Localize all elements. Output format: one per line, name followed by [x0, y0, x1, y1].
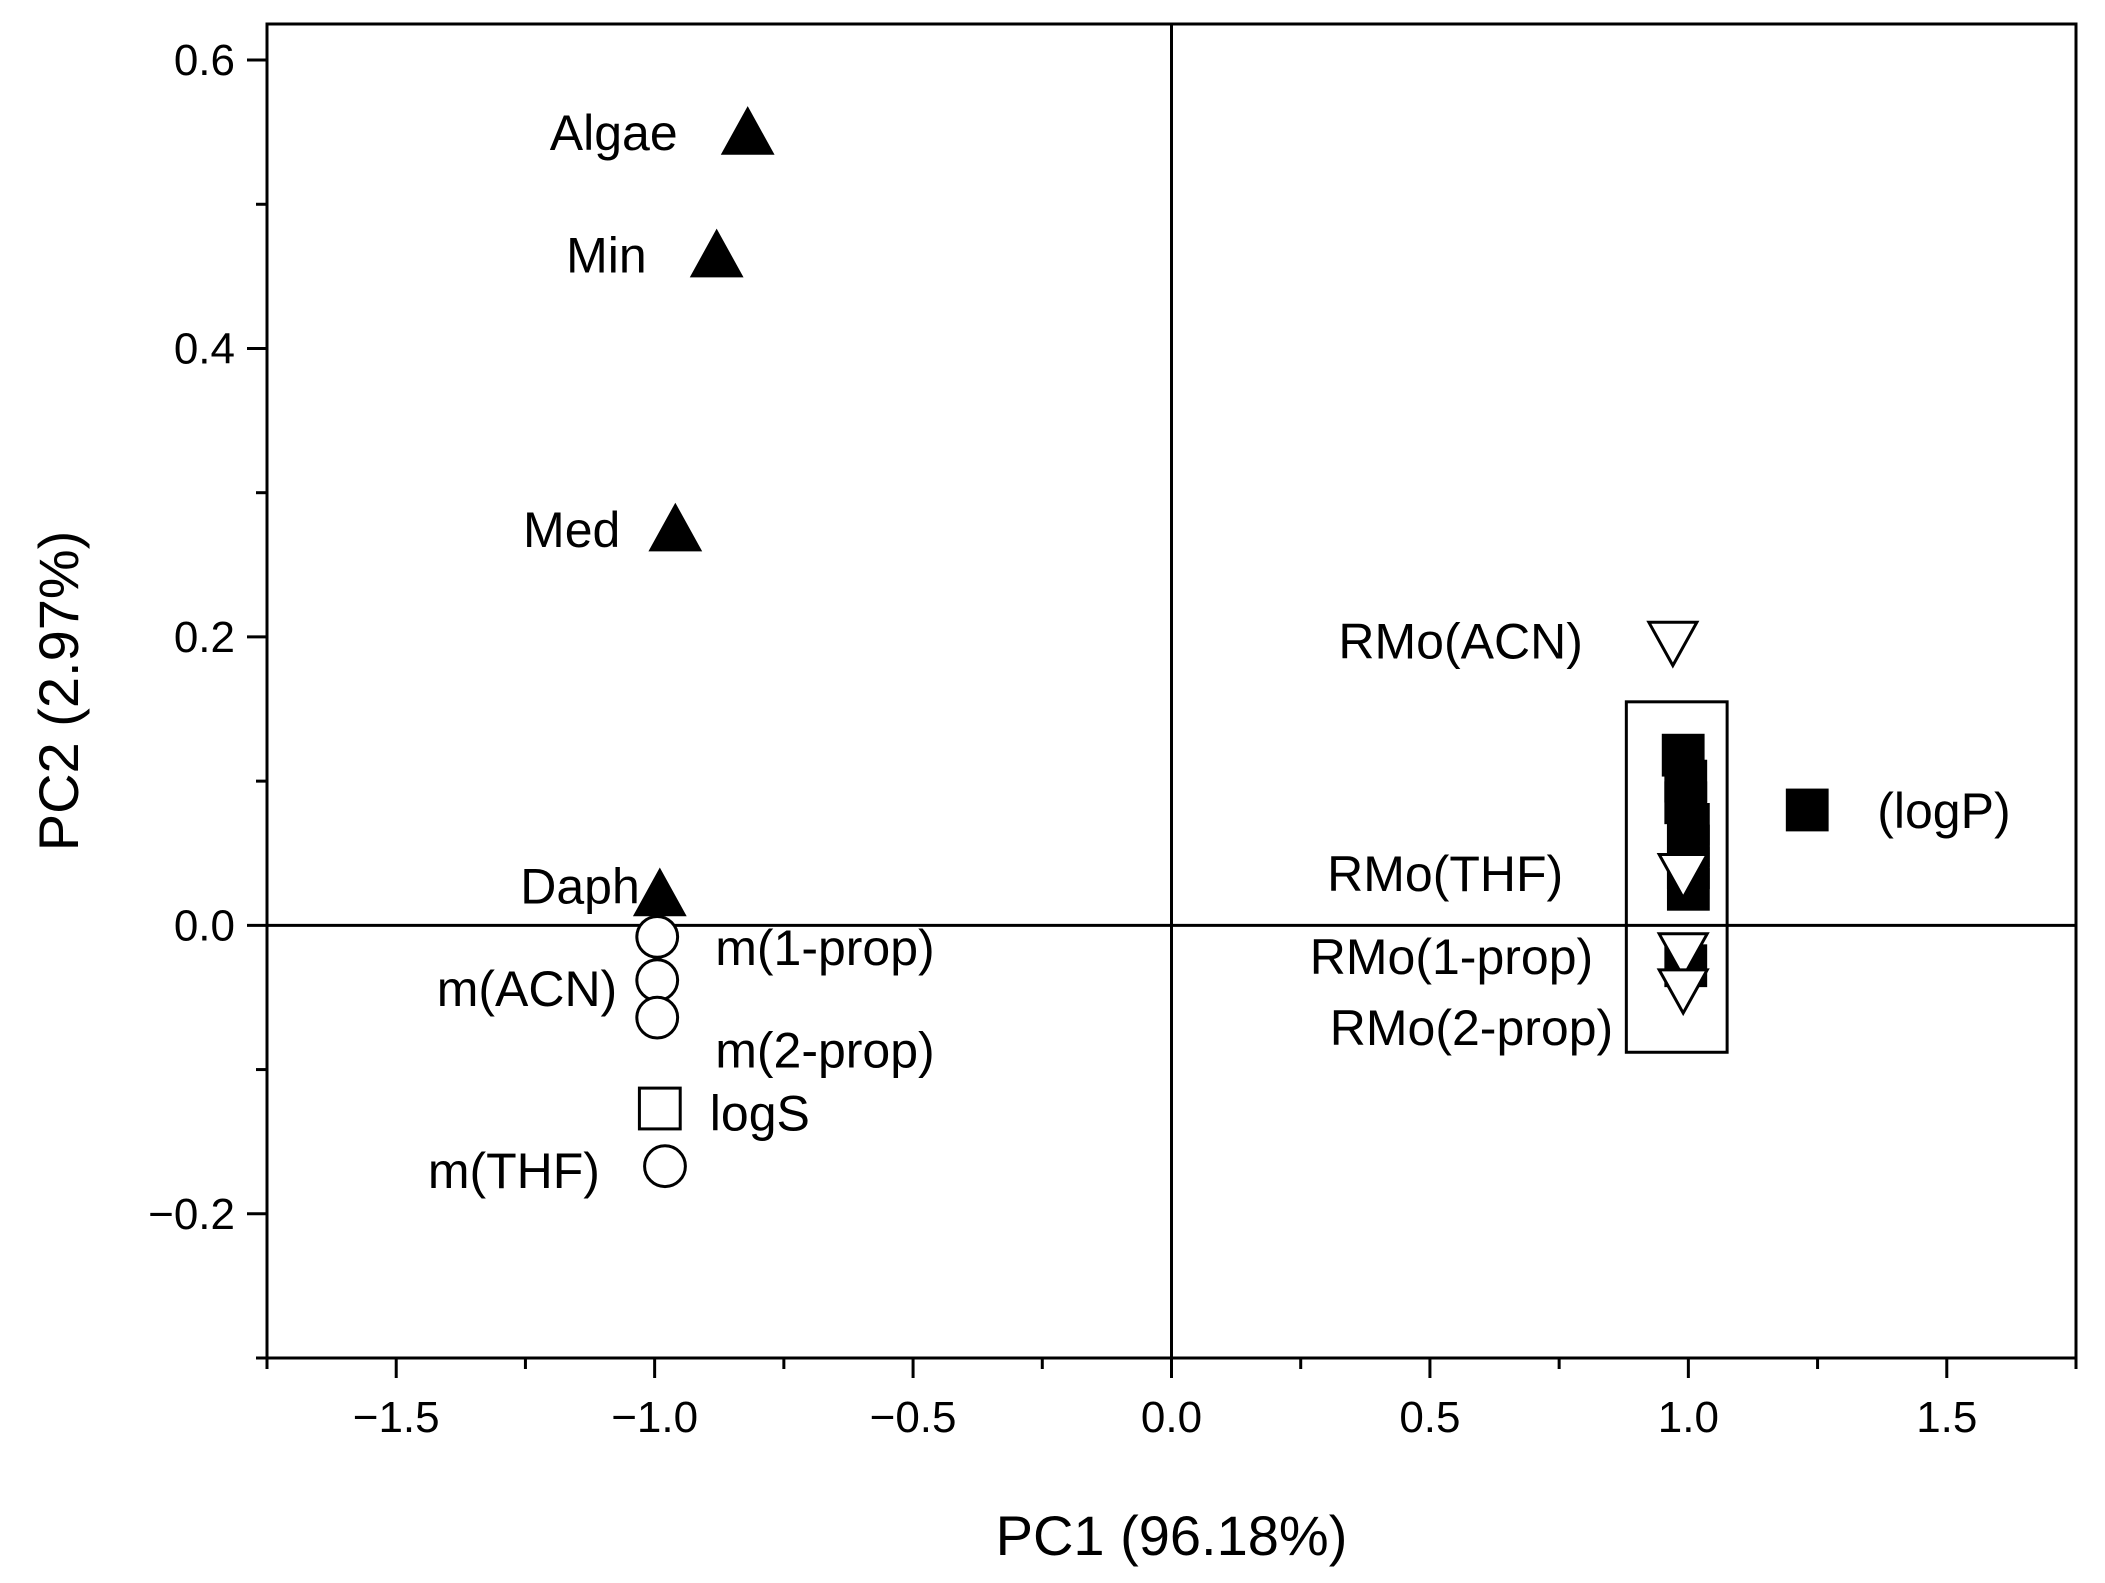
toxicity-point	[689, 228, 744, 278]
point-label: RMo(ACN)	[1338, 614, 1582, 670]
retention-point	[1656, 852, 1710, 901]
y-tick-label: 0.0	[174, 901, 235, 950]
x-tick-label: −0.5	[870, 1393, 957, 1442]
point-label: m(THF)	[428, 1143, 600, 1199]
x-tick-label: 0.0	[1141, 1393, 1202, 1442]
highlight-box	[1624, 700, 1729, 1054]
point-label: m(ACN)	[437, 961, 618, 1017]
y-tick-label: −0.2	[148, 1190, 235, 1239]
point-label: logS	[710, 1086, 810, 1142]
y-axis: −0.2 0.0 0.2 0.4 0.6	[148, 36, 267, 1360]
reference-lines	[267, 24, 2076, 1358]
y-tick-label: 0.4	[174, 324, 235, 373]
y-axis-title: PC2 (2.97%)	[27, 531, 90, 852]
toxicity-point	[648, 502, 703, 552]
x-axis: −1.5 −1.0 −0.5 0.0 0.5 1.0 1.5	[265, 1358, 2078, 1442]
retention-point	[1646, 620, 1700, 669]
point-labels: Algae Min Med Daph m(1-prop) m(ACN) m(2-prop) m…	[428, 105, 2011, 1199]
m-values-point	[643, 1144, 687, 1189]
x-tick-label: −1.5	[353, 1393, 440, 1442]
x-tick-label: −1.0	[611, 1393, 698, 1442]
data-points	[632, 106, 1829, 1189]
point-label: Med	[523, 502, 620, 558]
point-label: m(2-prop)	[715, 1023, 934, 1079]
solubility-point	[637, 1086, 682, 1131]
y-tick-label: 0.2	[174, 613, 235, 662]
toxicity-point	[632, 867, 687, 917]
point-label: RMo(2-prop)	[1330, 1000, 1613, 1056]
x-tick-label: 1.0	[1658, 1393, 1719, 1442]
retention-point	[1656, 932, 1710, 981]
retention-point	[1656, 968, 1710, 1017]
m-values-point	[635, 914, 680, 959]
point-label: m(1-prop)	[715, 920, 934, 976]
point-label: (logP)	[1877, 783, 2010, 839]
point-label: Daph	[520, 859, 640, 915]
point-label: RMo(1-prop)	[1310, 929, 1593, 985]
x-axis-title: PC1 (96.18%)	[996, 1504, 1348, 1567]
toxicity-point	[720, 106, 775, 155]
point-label: Algae	[550, 105, 678, 161]
x-tick-label: 0.5	[1399, 1393, 1460, 1442]
y-tick-label: 0.6	[174, 36, 235, 85]
lipophilicity-point	[1785, 788, 1829, 832]
m-values-point	[635, 958, 680, 1003]
point-label: Min	[566, 228, 647, 284]
point-label: RMo(THF)	[1327, 846, 1563, 902]
annotations	[1624, 700, 1729, 1054]
x-tick-label: 1.5	[1916, 1393, 1977, 1442]
m-values-point	[635, 995, 680, 1040]
